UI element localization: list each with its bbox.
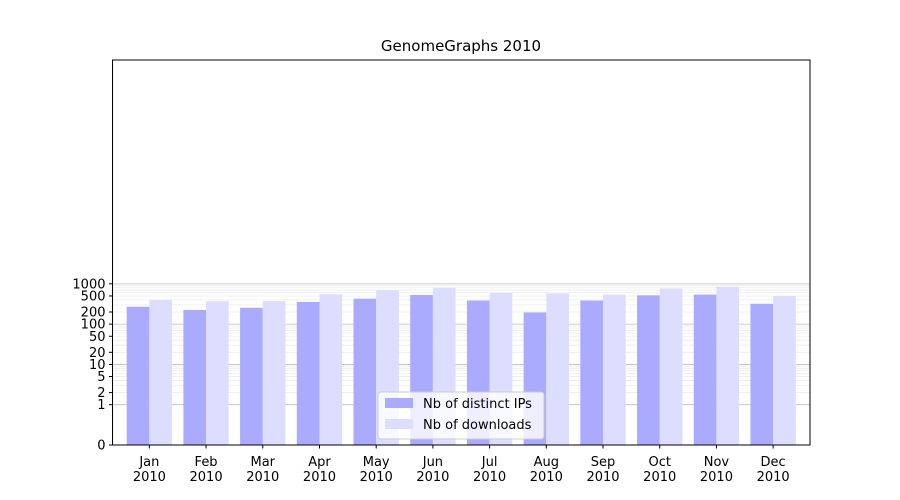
- bar-distinct-ips: [693, 294, 717, 445]
- legend: Nb of distinct IPs Nb of downloads: [377, 391, 545, 440]
- x-tick-label: 2010: [586, 470, 619, 485]
- x-tick-label: 2010: [190, 470, 223, 485]
- x-tick-label: 2010: [757, 470, 790, 485]
- bar-downloads: [262, 301, 286, 445]
- bar-downloads: [546, 293, 569, 445]
- x-tick-label: Aug: [534, 455, 559, 470]
- bar-downloads: [659, 288, 683, 445]
- x-tick-label: 2010: [700, 470, 733, 485]
- x-tick-label: 2010: [133, 470, 166, 485]
- x-tick-label: Nov: [704, 455, 730, 470]
- bar-distinct-ips: [183, 309, 207, 445]
- legend-label: Nb of downloads: [423, 418, 532, 433]
- bar-distinct-ips: [637, 295, 660, 445]
- x-tick-label: Apr: [308, 455, 331, 470]
- y-tick-label: 100: [81, 318, 106, 333]
- bar-downloads: [773, 295, 796, 445]
- y-tick-label: 0: [97, 439, 105, 454]
- y-tick-label: 1000: [72, 277, 105, 292]
- bar-downloads: [716, 286, 740, 445]
- x-tick-label: Jul: [481, 455, 498, 470]
- x-tick-label: Feb: [195, 455, 218, 470]
- x-tick-label: Sep: [591, 455, 616, 470]
- bar-distinct-ips: [353, 298, 377, 445]
- x-tick-label: Oct: [648, 455, 670, 470]
- x-tick-label: 2010: [246, 470, 279, 485]
- y-tick-label: 200: [81, 306, 106, 321]
- x-tick-label: 2010: [416, 470, 449, 485]
- bar-downloads: [319, 294, 343, 445]
- bar-distinct-ips: [126, 306, 150, 445]
- axis-ticks: 01251020501002005001000Jan2010Feb2010Mar…: [72, 277, 789, 485]
- x-tick-label: Mar: [251, 455, 276, 470]
- legend-swatch: [385, 398, 413, 408]
- x-tick-label: 2010: [530, 470, 563, 485]
- x-tick-label: 2010: [643, 470, 676, 485]
- x-tick-label: Jan: [138, 455, 159, 470]
- plot-area-frame: [112, 59, 811, 446]
- chart-title: GenomeGraphs 2010: [381, 37, 541, 55]
- bar-downloads: [206, 301, 229, 445]
- x-tick-label: May: [363, 455, 390, 470]
- y-tick-label: 1: [97, 398, 105, 413]
- x-tick-label: 2010: [473, 470, 506, 485]
- bar-distinct-ips: [240, 307, 263, 445]
- legend-box: [377, 391, 545, 440]
- x-tick-label: 2010: [360, 470, 393, 485]
- x-tick-label: Dec: [761, 455, 786, 470]
- legend-label: Nb of distinct IPs: [423, 397, 532, 412]
- y-tick-label: 5: [97, 370, 105, 385]
- x-tick-label: 2010: [303, 470, 336, 485]
- x-tick-label: Jun: [422, 455, 443, 470]
- y-tick-label: 500: [81, 289, 106, 304]
- bar-distinct-ips: [580, 300, 604, 445]
- y-tick-label: 20: [89, 346, 106, 361]
- y-tick-label: 2: [97, 386, 105, 401]
- y-tick-label: 50: [89, 330, 106, 345]
- bar-distinct-ips: [296, 301, 320, 445]
- legend-swatch: [385, 419, 413, 429]
- bar-downloads: [149, 300, 173, 445]
- bar-downloads: [603, 294, 626, 445]
- bar-distinct-ips: [750, 303, 774, 445]
- y-tick-label: 10: [89, 358, 106, 373]
